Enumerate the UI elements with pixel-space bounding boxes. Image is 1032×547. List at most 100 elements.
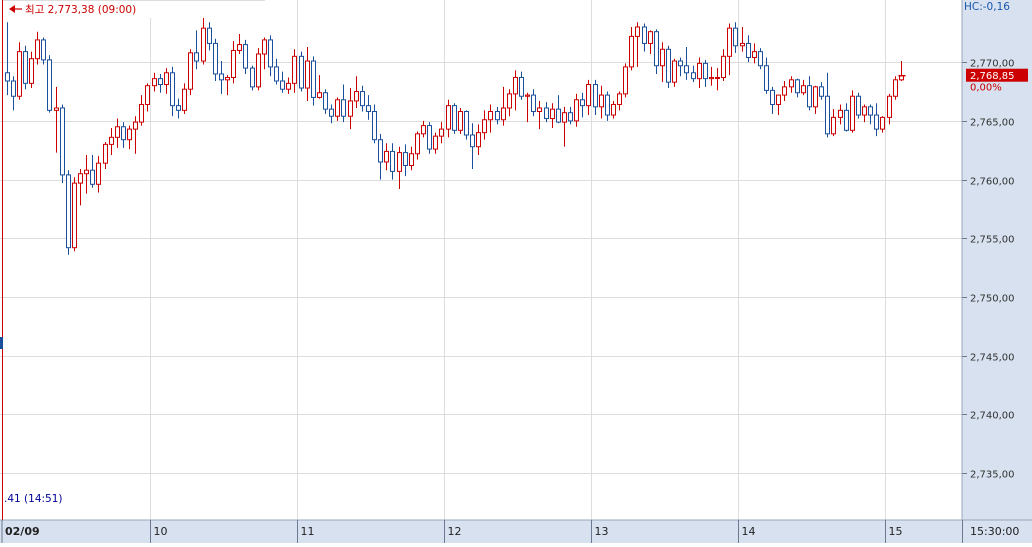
candle [90, 154, 95, 188]
candle-body [335, 99, 340, 117]
candle-body [654, 31, 659, 67]
candle-body [262, 39, 267, 55]
price-tick-label: 2,755,00 [970, 235, 1015, 246]
candle-body [207, 27, 212, 44]
candle-body [5, 72, 10, 82]
candle [145, 83, 150, 112]
candle [599, 85, 604, 119]
candle [684, 46, 689, 80]
time-tick-label: 12 [448, 525, 462, 538]
candle-body [96, 162, 101, 185]
price-tick-label: 2,740,00 [970, 411, 1015, 422]
hc-label: HC:-0,16 [964, 1, 1010, 13]
candle-body [139, 103, 144, 123]
candle [323, 89, 328, 114]
price-tick-label: 2,765,00 [970, 118, 1015, 129]
candle-body [703, 62, 708, 80]
candle [740, 26, 745, 52]
current-price-tag: 2,768,85 0,00% [966, 68, 1028, 94]
candle [299, 51, 304, 92]
candle [29, 51, 34, 89]
candle-body [133, 121, 138, 130]
candle [41, 37, 46, 65]
candle-body [544, 107, 549, 120]
candle [194, 30, 199, 70]
candle-body [433, 135, 438, 150]
candle [415, 131, 420, 160]
candle-body [170, 72, 175, 107]
candle-body [727, 27, 732, 57]
candle-body [880, 116, 885, 130]
current-price-box [966, 68, 1028, 82]
candle-body [378, 139, 383, 163]
candle-body [887, 95, 892, 118]
time-tick-label: 15 [889, 525, 903, 538]
candle-body [648, 31, 653, 44]
candle [409, 146, 414, 171]
candle [758, 48, 763, 70]
candle [427, 122, 432, 154]
candle [666, 45, 671, 89]
candle-body [586, 84, 591, 107]
candle-body [482, 119, 487, 134]
candle-body [274, 66, 279, 82]
candle [109, 127, 114, 155]
candle-body [403, 152, 408, 167]
candle [519, 71, 524, 100]
candle-body [90, 169, 95, 185]
candle [727, 23, 732, 76]
candle-body [194, 52, 199, 62]
candle-body [593, 84, 598, 108]
candle-body [801, 85, 806, 94]
candle [844, 103, 849, 132]
candle [121, 122, 126, 148]
candle [360, 85, 365, 112]
candle-body [862, 106, 867, 116]
candle [213, 38, 218, 81]
candle [525, 92, 530, 123]
candle [862, 104, 867, 123]
candle-body [145, 85, 150, 105]
high-annotation-box [3, 0, 265, 18]
candle [776, 94, 781, 116]
candle-body [574, 99, 579, 122]
candle-body [268, 39, 273, 68]
current-price-label: 2,768,85 [970, 71, 1015, 82]
candle [237, 34, 242, 54]
price-tick-labels: 2,735,00 2,740,00 2,745,00 2,750,00 2,755,00… [962, 59, 1015, 481]
candle-body [507, 93, 512, 109]
candle [66, 170, 71, 255]
candle-body [182, 88, 187, 111]
candle-body [464, 111, 469, 136]
candle [305, 46, 310, 101]
candle [231, 41, 236, 84]
candle-body [844, 109, 849, 131]
candle-body [225, 76, 230, 81]
candle-body [176, 105, 181, 111]
candle-body [452, 105, 457, 131]
price-tick-label: 2,745,00 [970, 353, 1015, 364]
candle [513, 70, 518, 111]
candle-body [109, 136, 114, 145]
candle [807, 76, 812, 111]
candle-body [838, 109, 843, 118]
candle-body [605, 94, 610, 116]
candle [868, 104, 873, 125]
candle [562, 106, 567, 147]
candle-body [446, 105, 451, 130]
candle [188, 49, 193, 96]
candle [262, 37, 267, 70]
candle [78, 169, 83, 206]
candle-body [305, 60, 310, 89]
candle [256, 48, 261, 91]
candle [329, 104, 334, 124]
candle [341, 84, 346, 123]
candle [60, 104, 65, 184]
candle [378, 133, 383, 180]
candle [348, 88, 353, 130]
candle-body [795, 79, 800, 94]
high-annotation: 최고 2,773,38 (09:00) [3, 0, 265, 18]
candle [243, 39, 248, 74]
candle-body [280, 80, 285, 90]
candle-body [519, 76, 524, 97]
